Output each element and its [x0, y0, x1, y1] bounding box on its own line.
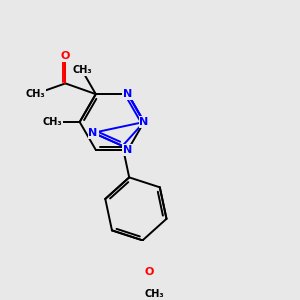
Text: CH₃: CH₃	[25, 89, 45, 99]
Text: N: N	[123, 89, 133, 99]
Text: N: N	[88, 128, 98, 138]
Text: N: N	[140, 117, 149, 127]
Text: O: O	[61, 51, 70, 61]
Text: CH₃: CH₃	[144, 289, 164, 299]
Text: CH₃: CH₃	[43, 117, 62, 127]
Text: N: N	[123, 145, 133, 155]
Text: CH₃: CH₃	[72, 65, 92, 75]
Text: O: O	[145, 267, 154, 277]
